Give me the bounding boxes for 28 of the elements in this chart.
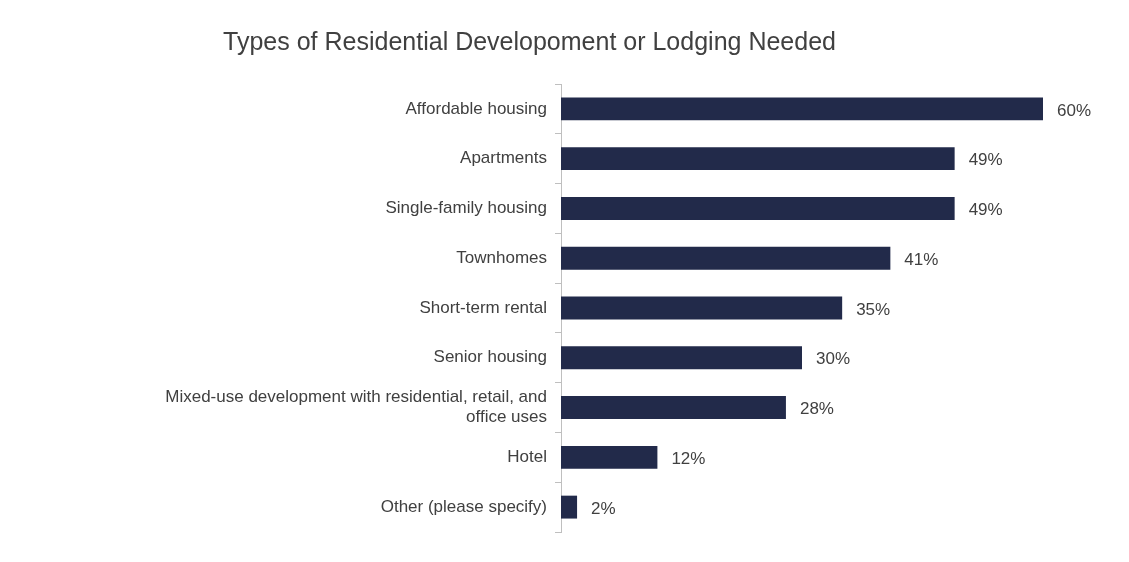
data-label: 30% <box>816 349 851 369</box>
y-tick-label: Senior housing <box>433 347 547 367</box>
bar <box>561 445 658 469</box>
data-label: 2% <box>591 498 616 518</box>
y-tick-label: Single-family housing <box>385 198 547 218</box>
y-tick-label: Apartments <box>460 148 547 168</box>
chart-title: Types of Residential Developoment or Lodging Needed <box>223 26 836 55</box>
data-label: 12% <box>671 449 706 469</box>
data-label: 35% <box>856 299 891 319</box>
bar <box>561 495 578 519</box>
y-tick-label: Mixed-use development with residential, retail, and office uses <box>165 387 547 427</box>
data-label: 49% <box>968 200 1003 220</box>
y-tick-label: Townhomes <box>456 247 547 267</box>
data-label: 41% <box>904 249 939 269</box>
data-label: 49% <box>968 150 1003 170</box>
bar <box>561 97 1043 121</box>
bar <box>561 147 955 171</box>
bar <box>561 396 786 419</box>
bar <box>561 246 891 270</box>
y-tick-label: Short-term rental <box>419 297 547 317</box>
data-label: 28% <box>799 399 834 419</box>
bar <box>561 346 802 370</box>
data-label: 60% <box>1057 100 1092 120</box>
y-tick-label: Hotel <box>507 447 547 467</box>
y-tick-label: Other (please specify) <box>380 496 547 516</box>
bar <box>561 197 955 220</box>
bar <box>561 296 843 320</box>
y-tick-label: Affordable housing <box>405 98 547 118</box>
